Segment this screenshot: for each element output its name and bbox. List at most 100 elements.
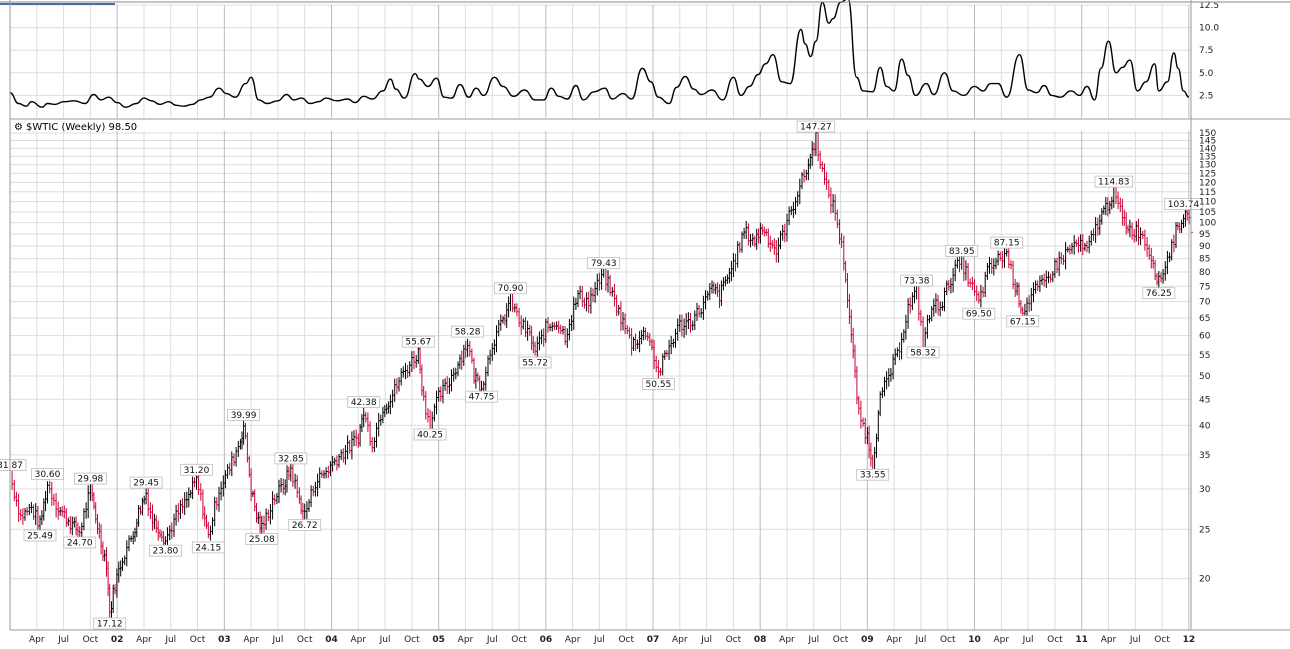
price-label-text: 40.25 <box>417 431 443 441</box>
indicator-series <box>9 0 1190 108</box>
x-tick-label: Jul <box>379 635 391 645</box>
x-tick-label: Apr <box>29 635 45 645</box>
price-label-text: 58.28 <box>455 328 481 338</box>
price-label-text: 32.85 <box>278 454 304 464</box>
price-label-text: 31.20 <box>184 466 210 476</box>
x-tick-label: Oct <box>190 635 206 645</box>
price-y-tick: 75 <box>1199 282 1210 292</box>
price-label-box <box>906 346 940 359</box>
price-label-text: 25.49 <box>27 532 53 542</box>
price-label-box <box>23 529 57 542</box>
price-label: 30.60 <box>31 468 64 481</box>
price-label: 26.72 <box>288 519 322 531</box>
price-label-box <box>93 617 127 630</box>
x-tick-label: Apr <box>136 635 152 645</box>
indicator-y-tick: 10.0 <box>1199 24 1219 34</box>
price-annotations: 31.87 25.49 30.60 24.70 29.98 17.12 29.45 23.80… <box>0 120 1203 630</box>
price-label-box <box>1094 175 1133 188</box>
price-label-text: 29.98 <box>78 475 104 485</box>
x-tick-label: Jul <box>1022 635 1034 645</box>
price-y-tick: 40 <box>1199 421 1211 431</box>
price-label-text: 73.38 <box>904 277 930 287</box>
price-y-tick: 70 <box>1199 298 1211 308</box>
indicator-y-tick: 7.5 <box>1199 46 1213 56</box>
x-tick-label: Apr <box>565 635 581 645</box>
price-label-box <box>990 236 1024 249</box>
x-tick-label: Apr <box>994 635 1010 645</box>
x-tick-label: 09 <box>861 635 874 645</box>
price-label: 29.45 <box>129 476 163 489</box>
price-label-box <box>945 244 979 257</box>
price-label-box <box>401 335 435 348</box>
price-label: 32.85 <box>274 452 308 464</box>
price-label: 79.43 <box>587 257 621 269</box>
price-label: 24.15 <box>191 541 225 553</box>
indicator-grid <box>10 4 1191 118</box>
price-y-tick: 135 <box>1199 152 1216 162</box>
price-y-tick: 20 <box>1199 575 1211 585</box>
price-label-box <box>227 408 261 421</box>
price-label-box <box>856 468 890 481</box>
price-label-box <box>347 396 381 409</box>
title-icon: ⚙ <box>14 122 23 133</box>
x-tick-label: Oct <box>833 635 849 645</box>
price-grid <box>10 131 1191 630</box>
price-label-text: 55.72 <box>522 359 548 369</box>
x-tick-label: Jul <box>915 635 927 645</box>
price-label: 58.28 <box>451 325 485 338</box>
price-label-text: 67.15 <box>1010 317 1036 327</box>
y-axis-ticks: 12.510.07.55.02.515014514013513012512011… <box>1199 1 1219 585</box>
price-label-text: 24.70 <box>67 539 93 549</box>
price-label-text: 30.60 <box>35 470 61 480</box>
price-label: 23.80 <box>148 544 182 557</box>
price-label: 103.74 <box>1164 198 1203 210</box>
x-tick-label: Jul <box>1129 635 1141 645</box>
indicator-y-tick: 12.5 <box>1199 1 1219 11</box>
x-tick-label: Oct <box>726 635 742 645</box>
price-y-tick: 100 <box>1199 219 1216 229</box>
price-y-tick: 85 <box>1199 255 1210 265</box>
price-label-text: 83.95 <box>949 247 975 257</box>
price-label-text: 50.55 <box>646 380 672 390</box>
x-tick-label: 06 <box>540 635 553 645</box>
price-label-text: 42.38 <box>351 398 377 408</box>
x-tick-label: 05 <box>432 635 445 645</box>
price-y-tick: 30 <box>1199 485 1211 495</box>
x-tick-label: 02 <box>111 635 124 645</box>
price-y-tick: 95 <box>1199 230 1210 240</box>
price-label-text: 24.15 <box>195 543 221 553</box>
price-label-box <box>465 390 498 403</box>
price-label: 31.20 <box>180 463 213 476</box>
price-label-box <box>451 325 485 338</box>
indicator-y-tick: 2.5 <box>1199 91 1213 101</box>
x-tick-label: Oct <box>1154 635 1170 645</box>
price-label-text: 25.08 <box>249 535 275 545</box>
x-tick-label: Oct <box>940 635 956 645</box>
price-label-box <box>63 536 97 549</box>
price-label-text: 26.72 <box>292 521 318 531</box>
x-tick-label: Jul <box>271 635 283 645</box>
price-label-box <box>413 428 447 441</box>
price-y-tick: 130 <box>1199 161 1216 171</box>
price-label: 25.08 <box>245 533 279 545</box>
price-label-box <box>796 120 836 133</box>
price-y-tick: 145 <box>1199 136 1216 146</box>
price-label-text: 47.75 <box>469 393 495 403</box>
price-label: 47.75 <box>465 390 498 403</box>
price-label: 147.27 <box>796 120 836 133</box>
chart-title-text: $WTIC (Weekly) 98.50 <box>26 122 137 133</box>
price-label-box <box>31 468 64 481</box>
price-label: 42.38 <box>347 396 381 409</box>
chart-title: ⚙ $WTIC (Weekly) 98.50 <box>14 122 137 133</box>
x-tick-label: 12 <box>1183 635 1196 645</box>
price-label: 55.67 <box>401 335 435 348</box>
x-tick-label: Oct <box>404 635 420 645</box>
price-label: 17.12 <box>93 617 127 630</box>
price-label: 55.72 <box>518 356 552 369</box>
price-label-text: 103.74 <box>1168 200 1200 210</box>
price-label: 76.25 <box>1142 287 1176 299</box>
x-tick-label: Jul <box>164 635 176 645</box>
price-label: 33.55 <box>856 468 890 481</box>
price-label: 70.90 <box>494 282 527 294</box>
